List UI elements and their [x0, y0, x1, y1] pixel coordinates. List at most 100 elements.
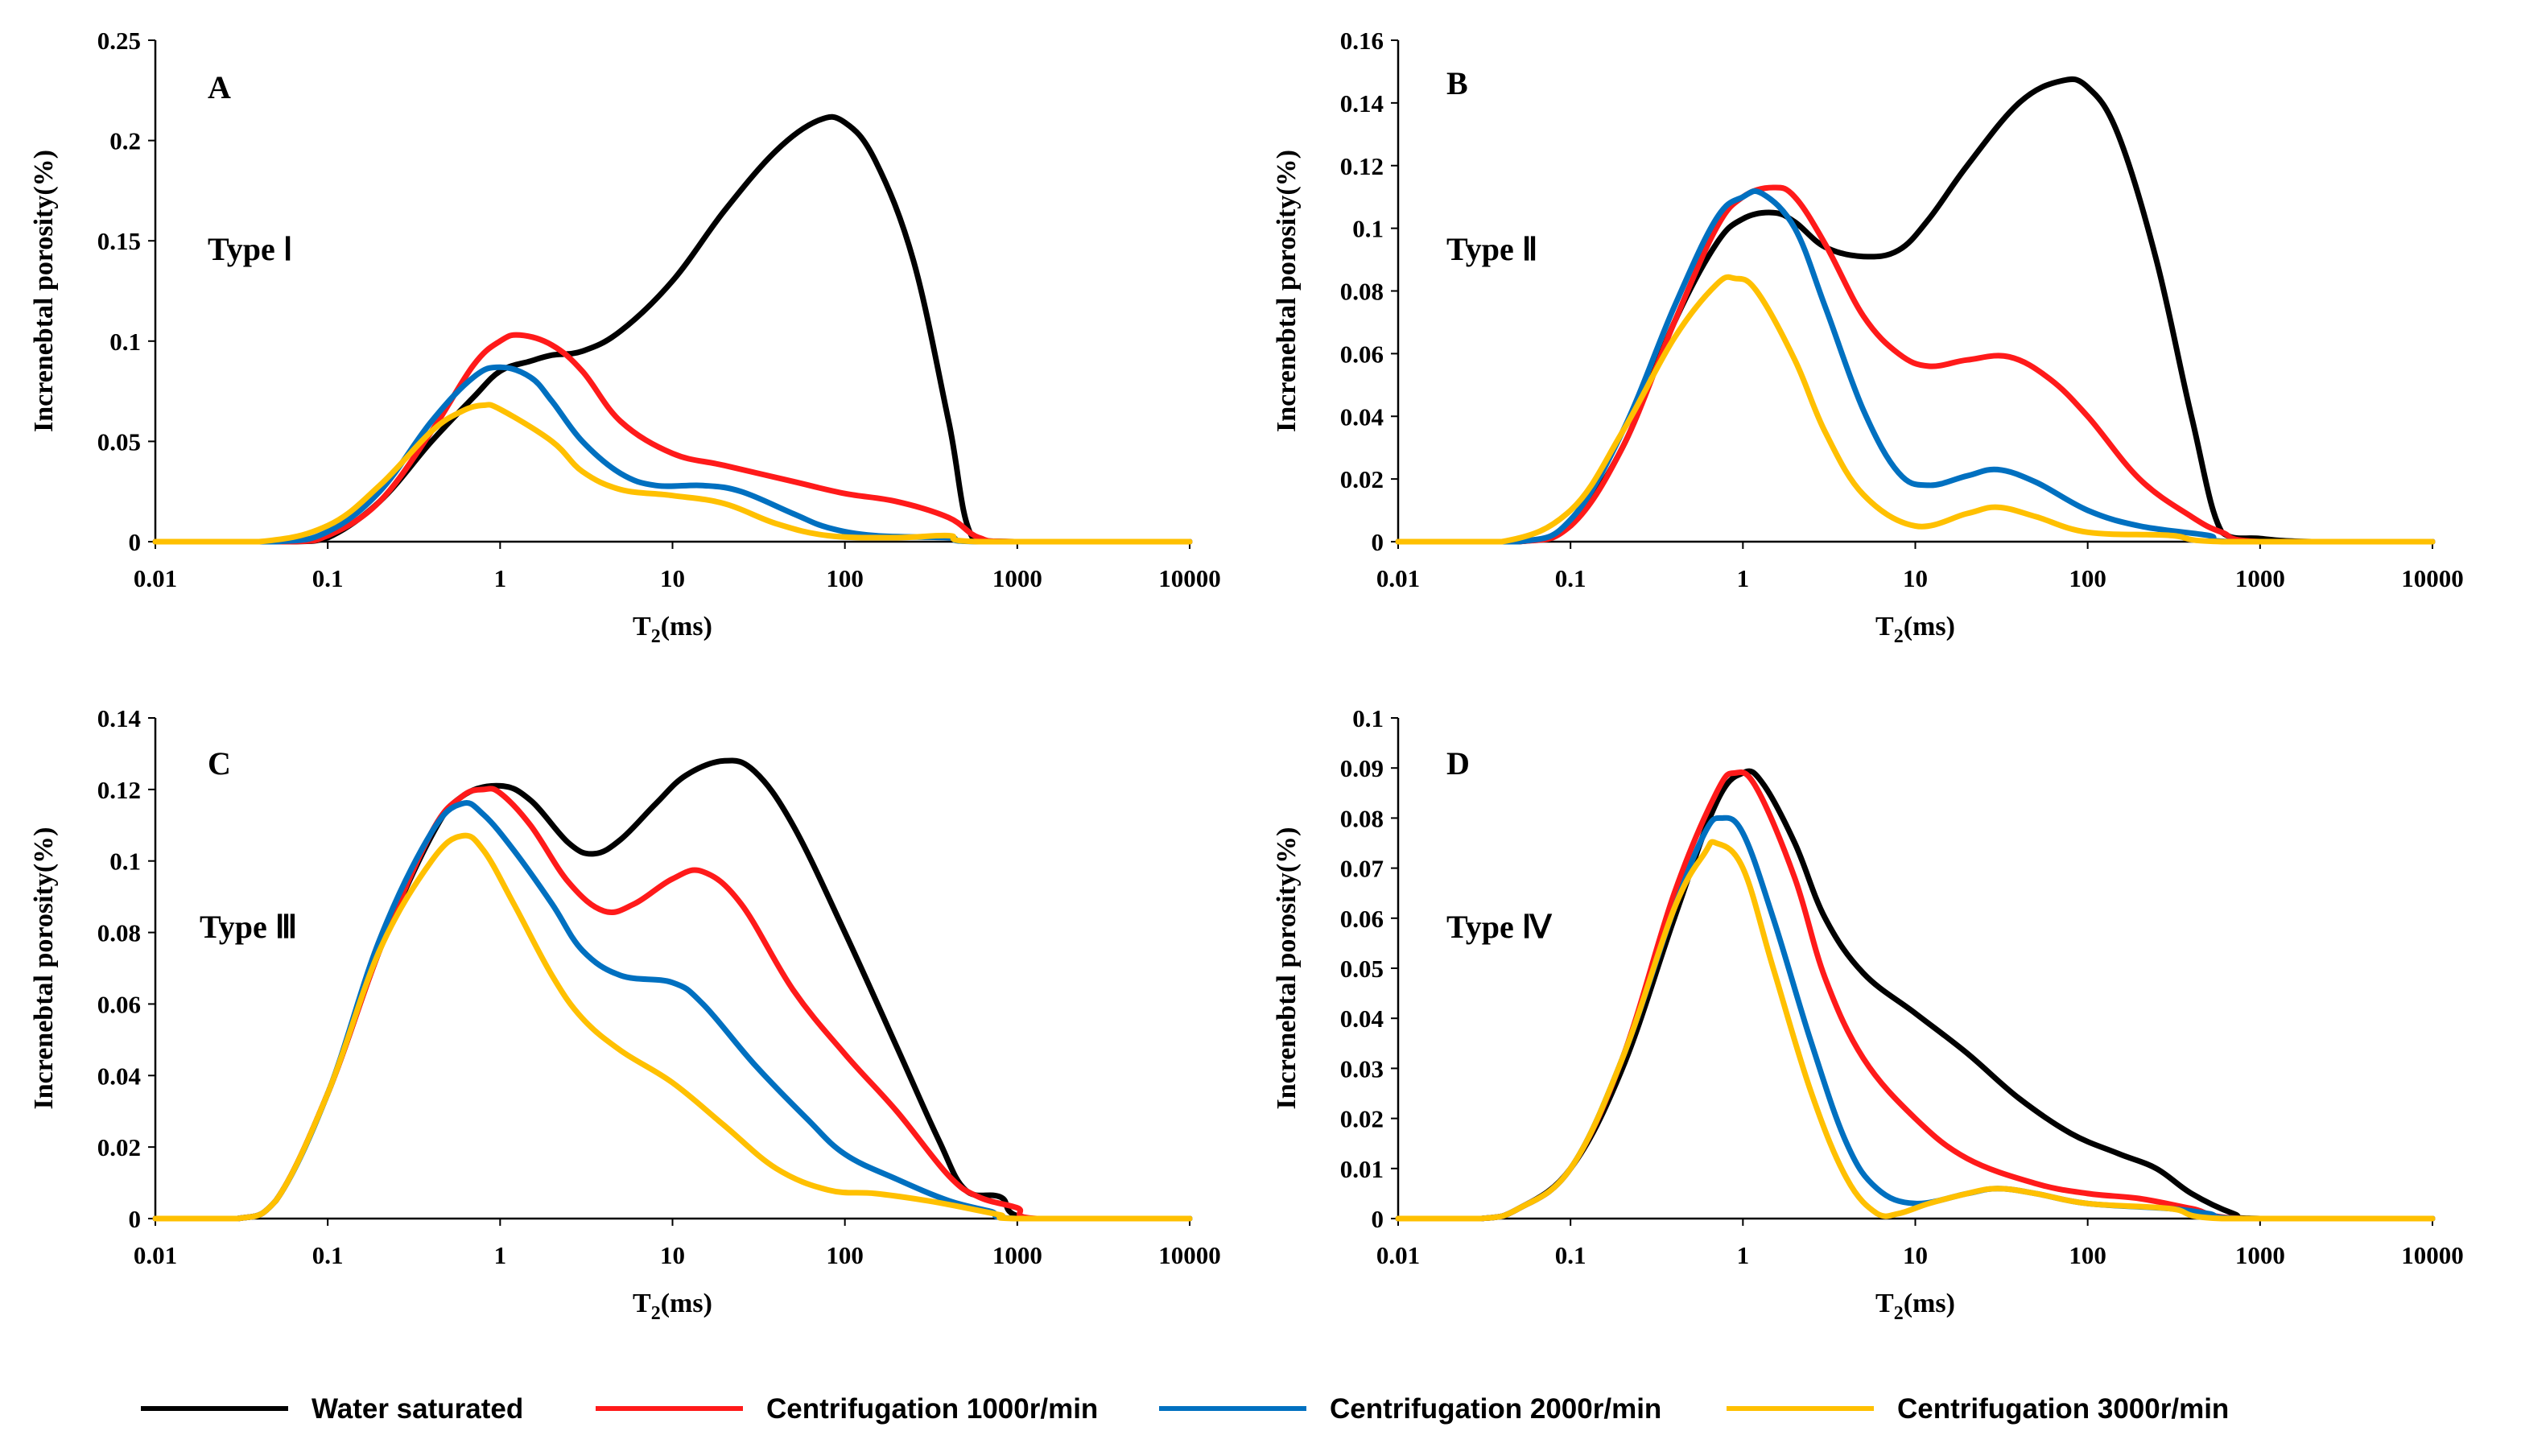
y-tick-label: 0.08 — [1340, 278, 1384, 306]
chart-panel-d: 0 0.01 0.02 0.03 0.04 0.05 0.06 0.07 0.08 0.09 0.1… — [1272, 704, 2464, 1324]
series-line-water-saturated — [152, 113, 1193, 545]
y-tick-label: 0.02 — [97, 1133, 141, 1161]
x-tick-label: 0.1 — [1555, 564, 1586, 592]
type-label: Type Ⅲ — [200, 909, 297, 945]
panel-letter: C — [208, 745, 231, 782]
x-tick-label: 10000 — [2401, 564, 2464, 592]
y-tick-label: 0.12 — [1340, 152, 1384, 180]
series-line-centrifugation-1000r-min — [152, 332, 1193, 545]
x-tick-label: 1 — [494, 564, 507, 592]
panel-letter: B — [1446, 65, 1468, 101]
x-axis-label: T2(ms) — [633, 1289, 712, 1324]
x-tick-label: 10000 — [2401, 1241, 2464, 1269]
type-label: Type Ⅳ — [1446, 909, 1553, 945]
y-tick-label: 0.02 — [1340, 1105, 1384, 1133]
y-tick-label: 0.05 — [1340, 955, 1384, 983]
x-tick-label: 100 — [2069, 1241, 2106, 1269]
y-tick-label: 0.05 — [97, 427, 141, 456]
x-axis-label: T2(ms) — [633, 612, 712, 647]
x-tick-label: 0.01 — [1376, 564, 1420, 592]
y-tick-label: 0.08 — [1340, 804, 1384, 832]
y-tick-label: 0.25 — [97, 27, 141, 55]
y-tick-label: 0.2 — [109, 127, 141, 155]
series-line-water-saturated — [1395, 76, 2436, 545]
legend-label: Water saturated — [312, 1393, 523, 1425]
chart-panel-a: 0 0.05 0.1 0.15 0.2 0.25 0.01 0.1 1 10 100 1000 1000… — [29, 27, 1221, 647]
x-tick-label: 0.01 — [134, 1241, 177, 1269]
x-axis-label: T2(ms) — [1875, 1289, 1955, 1324]
type-label: Type Ⅰ — [208, 231, 293, 267]
y-tick-label: 0.14 — [1340, 89, 1384, 118]
y-tick-label: 0.04 — [1340, 1004, 1384, 1033]
y-tick-label: 0.06 — [1340, 340, 1384, 368]
chart-panel-c: 0 0.02 0.04 0.06 0.08 0.1 0.12 0.14 0.01 0.1 1 10 10… — [29, 704, 1221, 1324]
y-tick-label: 0.12 — [97, 776, 141, 804]
legend-item-centrifugation-1000r-min: Centrifugation 1000r/min — [596, 1393, 1098, 1425]
y-tick-label: 0.1 — [1352, 704, 1384, 732]
panel-letter: A — [208, 69, 231, 105]
x-tick-label: 1000 — [2235, 564, 2285, 592]
series-line-centrifugation-2000r-min — [1395, 815, 2436, 1222]
y-tick-label: 0 — [129, 1205, 142, 1233]
x-tick-label: 1000 — [2235, 1241, 2285, 1269]
y-tick-label: 0.1 — [1352, 215, 1384, 243]
y-tick-label: 0.07 — [1340, 855, 1384, 883]
x-tick-label: 0.01 — [1376, 1241, 1420, 1269]
y-tick-label: 0.14 — [97, 704, 141, 732]
y-tick-label: 0.1 — [109, 328, 141, 356]
chart-panel-b: 0 0.02 0.04 0.06 0.08 0.1 0.12 0.14 0.16 0.01 0.1 1… — [1272, 27, 2464, 647]
x-tick-label: 10 — [660, 1241, 685, 1269]
x-tick-label: 100 — [826, 1241, 864, 1269]
legend-item-centrifugation-3000r-min: Centrifugation 3000r/min — [1727, 1393, 2229, 1425]
x-tick-label: 0.1 — [1555, 1241, 1586, 1269]
y-tick-label: 0.08 — [97, 919, 141, 947]
y-tick-label: 0.09 — [1340, 754, 1384, 782]
y-tick-label: 0.06 — [1340, 905, 1384, 933]
series-line-water-saturated — [152, 757, 1193, 1222]
x-tick-label: 10 — [1903, 1241, 1928, 1269]
x-tick-label: 1 — [494, 1241, 507, 1269]
x-axis-label: T2(ms) — [1875, 612, 1955, 647]
legend-label: Centrifugation 1000r/min — [766, 1393, 1098, 1425]
x-tick-label: 1000 — [992, 1241, 1042, 1269]
y-tick-label: 0.15 — [97, 227, 141, 255]
y-axis-label: Increnebtal porosity(%) — [29, 150, 59, 432]
x-tick-label: 100 — [826, 564, 864, 592]
series-line-water-saturated — [1395, 768, 2436, 1222]
x-tick-label: 0.01 — [134, 564, 177, 592]
y-tick-label: 0.06 — [97, 990, 141, 1018]
series-line-centrifugation-3000r-min — [1395, 839, 2436, 1222]
y-tick-label: 0.02 — [1340, 465, 1384, 493]
x-tick-label: 10000 — [1158, 1241, 1221, 1269]
legend-item-water-saturated: Water saturated — [141, 1393, 523, 1425]
x-tick-label: 0.1 — [312, 1241, 344, 1269]
legend: Water saturated Centrifugation 1000r/min C… — [141, 1393, 2229, 1425]
y-tick-label: 0 — [1372, 528, 1384, 556]
x-tick-label: 1000 — [992, 564, 1042, 592]
series-line-centrifugation-3000r-min — [1395, 274, 2436, 545]
series-line-centrifugation-3000r-min — [152, 402, 1193, 545]
series-line-centrifugation-1000r-min — [1395, 184, 2436, 545]
y-tick-label: 0.04 — [1340, 402, 1384, 431]
x-tick-label: 1 — [1737, 564, 1750, 592]
y-tick-label: 0.16 — [1340, 27, 1384, 55]
x-tick-label: 10 — [1903, 564, 1928, 592]
y-axis-label: Increnebtal porosity(%) — [1272, 150, 1302, 432]
y-tick-label: 0.1 — [109, 848, 141, 876]
y-axis-label: Increnebtal porosity(%) — [29, 827, 59, 1109]
series-line-centrifugation-1000r-min — [152, 786, 1193, 1222]
panel-letter: D — [1446, 745, 1470, 782]
y-tick-label: 0 — [1372, 1205, 1384, 1233]
legend-label: Centrifugation 3000r/min — [1897, 1393, 2229, 1425]
chart-panels: 00.050.10.150.20.250.01 0.1 1 10 100 1000 1000… — [29, 27, 2464, 1324]
legend-label: Centrifugation 2000r/min — [1330, 1393, 1661, 1425]
x-tick-label: 10000 — [1158, 564, 1221, 592]
x-tick-label: 10 — [660, 564, 685, 592]
y-tick-label: 0.01 — [1340, 1155, 1384, 1183]
legend-item-centrifugation-2000r-min: Centrifugation 2000r/min — [1159, 1393, 1661, 1425]
y-tick-label: 0.03 — [1340, 1054, 1384, 1083]
x-tick-label: 100 — [2069, 564, 2106, 592]
type-label: Type Ⅱ — [1446, 231, 1537, 267]
series-line-centrifugation-1000r-min — [1395, 769, 2436, 1222]
